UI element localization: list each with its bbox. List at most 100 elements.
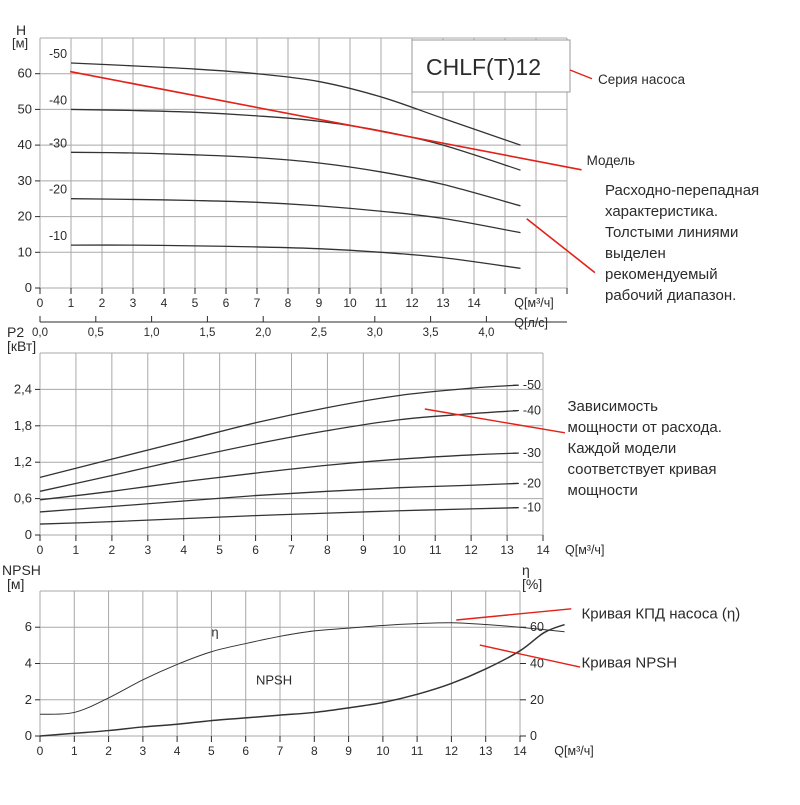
svg-text:-30: -30 <box>49 136 67 150</box>
svg-text:0: 0 <box>25 728 32 743</box>
svg-text:14: 14 <box>467 296 481 310</box>
svg-text:5: 5 <box>192 296 199 310</box>
svg-text:Толстыми линиями: Толстыми линиями <box>605 224 738 241</box>
svg-text:мощности: мощности <box>568 482 638 499</box>
svg-text:2,5: 2,5 <box>311 327 327 339</box>
svg-text:1,8: 1,8 <box>14 418 32 433</box>
svg-text:9: 9 <box>316 296 323 310</box>
svg-text:1: 1 <box>73 543 80 557</box>
svg-text:Q[м³/ч]: Q[м³/ч] <box>565 543 604 557</box>
svg-text:2: 2 <box>99 296 106 310</box>
svg-text:-50: -50 <box>523 378 541 392</box>
svg-text:соответствует кривая: соответствует кривая <box>568 461 717 478</box>
svg-text:1,5: 1,5 <box>199 327 215 339</box>
svg-text:60: 60 <box>530 620 544 634</box>
svg-text:0,5: 0,5 <box>88 327 104 339</box>
svg-text:выделен: выделен <box>605 245 666 262</box>
svg-text:9: 9 <box>360 543 367 557</box>
svg-text:11: 11 <box>429 543 442 557</box>
svg-text:5: 5 <box>216 543 223 557</box>
svg-text:2,0: 2,0 <box>255 327 271 339</box>
svg-text:4,0: 4,0 <box>478 327 494 339</box>
svg-text:6: 6 <box>252 543 259 557</box>
svg-text:10: 10 <box>393 543 407 557</box>
svg-text:Модель: Модель <box>587 153 635 168</box>
svg-text:-50: -50 <box>49 47 67 61</box>
svg-text:3,5: 3,5 <box>423 327 439 339</box>
svg-text:10: 10 <box>343 296 357 310</box>
svg-text:0: 0 <box>25 527 32 542</box>
svg-text:мощности от расхода.: мощности от расхода. <box>568 419 722 436</box>
svg-text:7: 7 <box>288 543 295 557</box>
svg-text:Q[м³/ч]: Q[м³/ч] <box>514 296 553 310</box>
svg-text:6: 6 <box>25 619 32 634</box>
svg-text:0: 0 <box>37 296 44 310</box>
svg-text:30: 30 <box>18 173 32 188</box>
svg-text:14: 14 <box>513 744 527 758</box>
svg-text:3: 3 <box>130 296 137 310</box>
svg-text:11: 11 <box>411 744 424 758</box>
svg-text:14: 14 <box>536 543 550 557</box>
svg-text:NPSH: NPSH <box>256 672 292 687</box>
svg-text:-40: -40 <box>49 93 67 107</box>
svg-text:[%]: [%] <box>522 576 542 592</box>
svg-text:4: 4 <box>174 744 181 758</box>
svg-text:рекомендуемый: рекомендуемый <box>605 266 718 283</box>
svg-text:20: 20 <box>530 693 544 707</box>
svg-text:4: 4 <box>25 656 32 671</box>
svg-text:0: 0 <box>25 280 32 295</box>
svg-text:5: 5 <box>208 744 215 758</box>
svg-text:-20: -20 <box>523 476 541 490</box>
svg-text:13: 13 <box>479 744 493 758</box>
svg-text:CHLF(T)12: CHLF(T)12 <box>426 54 541 80</box>
svg-text:3,0: 3,0 <box>367 327 383 339</box>
svg-text:-30: -30 <box>523 446 541 460</box>
svg-text:7: 7 <box>277 744 284 758</box>
svg-text:8: 8 <box>311 744 318 758</box>
svg-text:4: 4 <box>161 296 168 310</box>
svg-text:Зависимость: Зависимость <box>568 398 659 415</box>
svg-text:13: 13 <box>500 543 514 557</box>
svg-text:0: 0 <box>37 744 44 758</box>
svg-text:2,4: 2,4 <box>14 381 32 396</box>
svg-text:1,0: 1,0 <box>144 327 160 339</box>
svg-text:10: 10 <box>376 744 390 758</box>
svg-text:0,6: 0,6 <box>14 491 32 506</box>
svg-text:Каждой модели: Каждой модели <box>568 440 677 457</box>
svg-text:6: 6 <box>242 744 249 758</box>
svg-text:Q[м³/ч]: Q[м³/ч] <box>554 744 593 758</box>
svg-text:1: 1 <box>71 744 78 758</box>
svg-text:-10: -10 <box>49 229 67 243</box>
svg-text:η: η <box>211 624 218 639</box>
svg-text:характеристика.: характеристика. <box>605 203 718 220</box>
svg-text:3: 3 <box>140 744 147 758</box>
svg-text:12: 12 <box>445 744 459 758</box>
svg-text:рабочий диапазон.: рабочий диапазон. <box>605 287 736 304</box>
svg-text:[м]: [м] <box>7 576 24 592</box>
svg-text:-40: -40 <box>523 404 541 418</box>
svg-text:1,2: 1,2 <box>14 454 32 469</box>
svg-text:10: 10 <box>18 244 32 259</box>
svg-text:Кривая NPSH: Кривая NPSH <box>582 654 678 671</box>
svg-text:12: 12 <box>464 543 478 557</box>
svg-text:4: 4 <box>180 543 187 557</box>
svg-text:50: 50 <box>18 101 32 116</box>
svg-text:-10: -10 <box>523 501 541 515</box>
svg-text:-20: -20 <box>49 183 67 197</box>
svg-text:Кривая КПД насоса (η): Кривая КПД насоса (η) <box>582 605 741 622</box>
svg-text:1: 1 <box>68 296 75 310</box>
svg-text:Q[л/с]: Q[л/с] <box>514 316 548 330</box>
svg-text:8: 8 <box>324 543 331 557</box>
svg-text:20: 20 <box>18 209 32 224</box>
svg-text:6: 6 <box>223 296 230 310</box>
svg-text:0: 0 <box>530 729 537 743</box>
svg-text:Расходно-перепадная: Расходно-перепадная <box>605 182 759 199</box>
svg-text:7: 7 <box>254 296 261 310</box>
svg-text:40: 40 <box>18 137 32 152</box>
svg-text:[м]: [м] <box>12 36 28 51</box>
svg-text:2: 2 <box>105 744 112 758</box>
svg-text:13: 13 <box>436 296 450 310</box>
svg-text:[кВт]: [кВт] <box>7 338 36 354</box>
svg-text:11: 11 <box>375 296 388 310</box>
svg-text:2: 2 <box>109 543 116 557</box>
